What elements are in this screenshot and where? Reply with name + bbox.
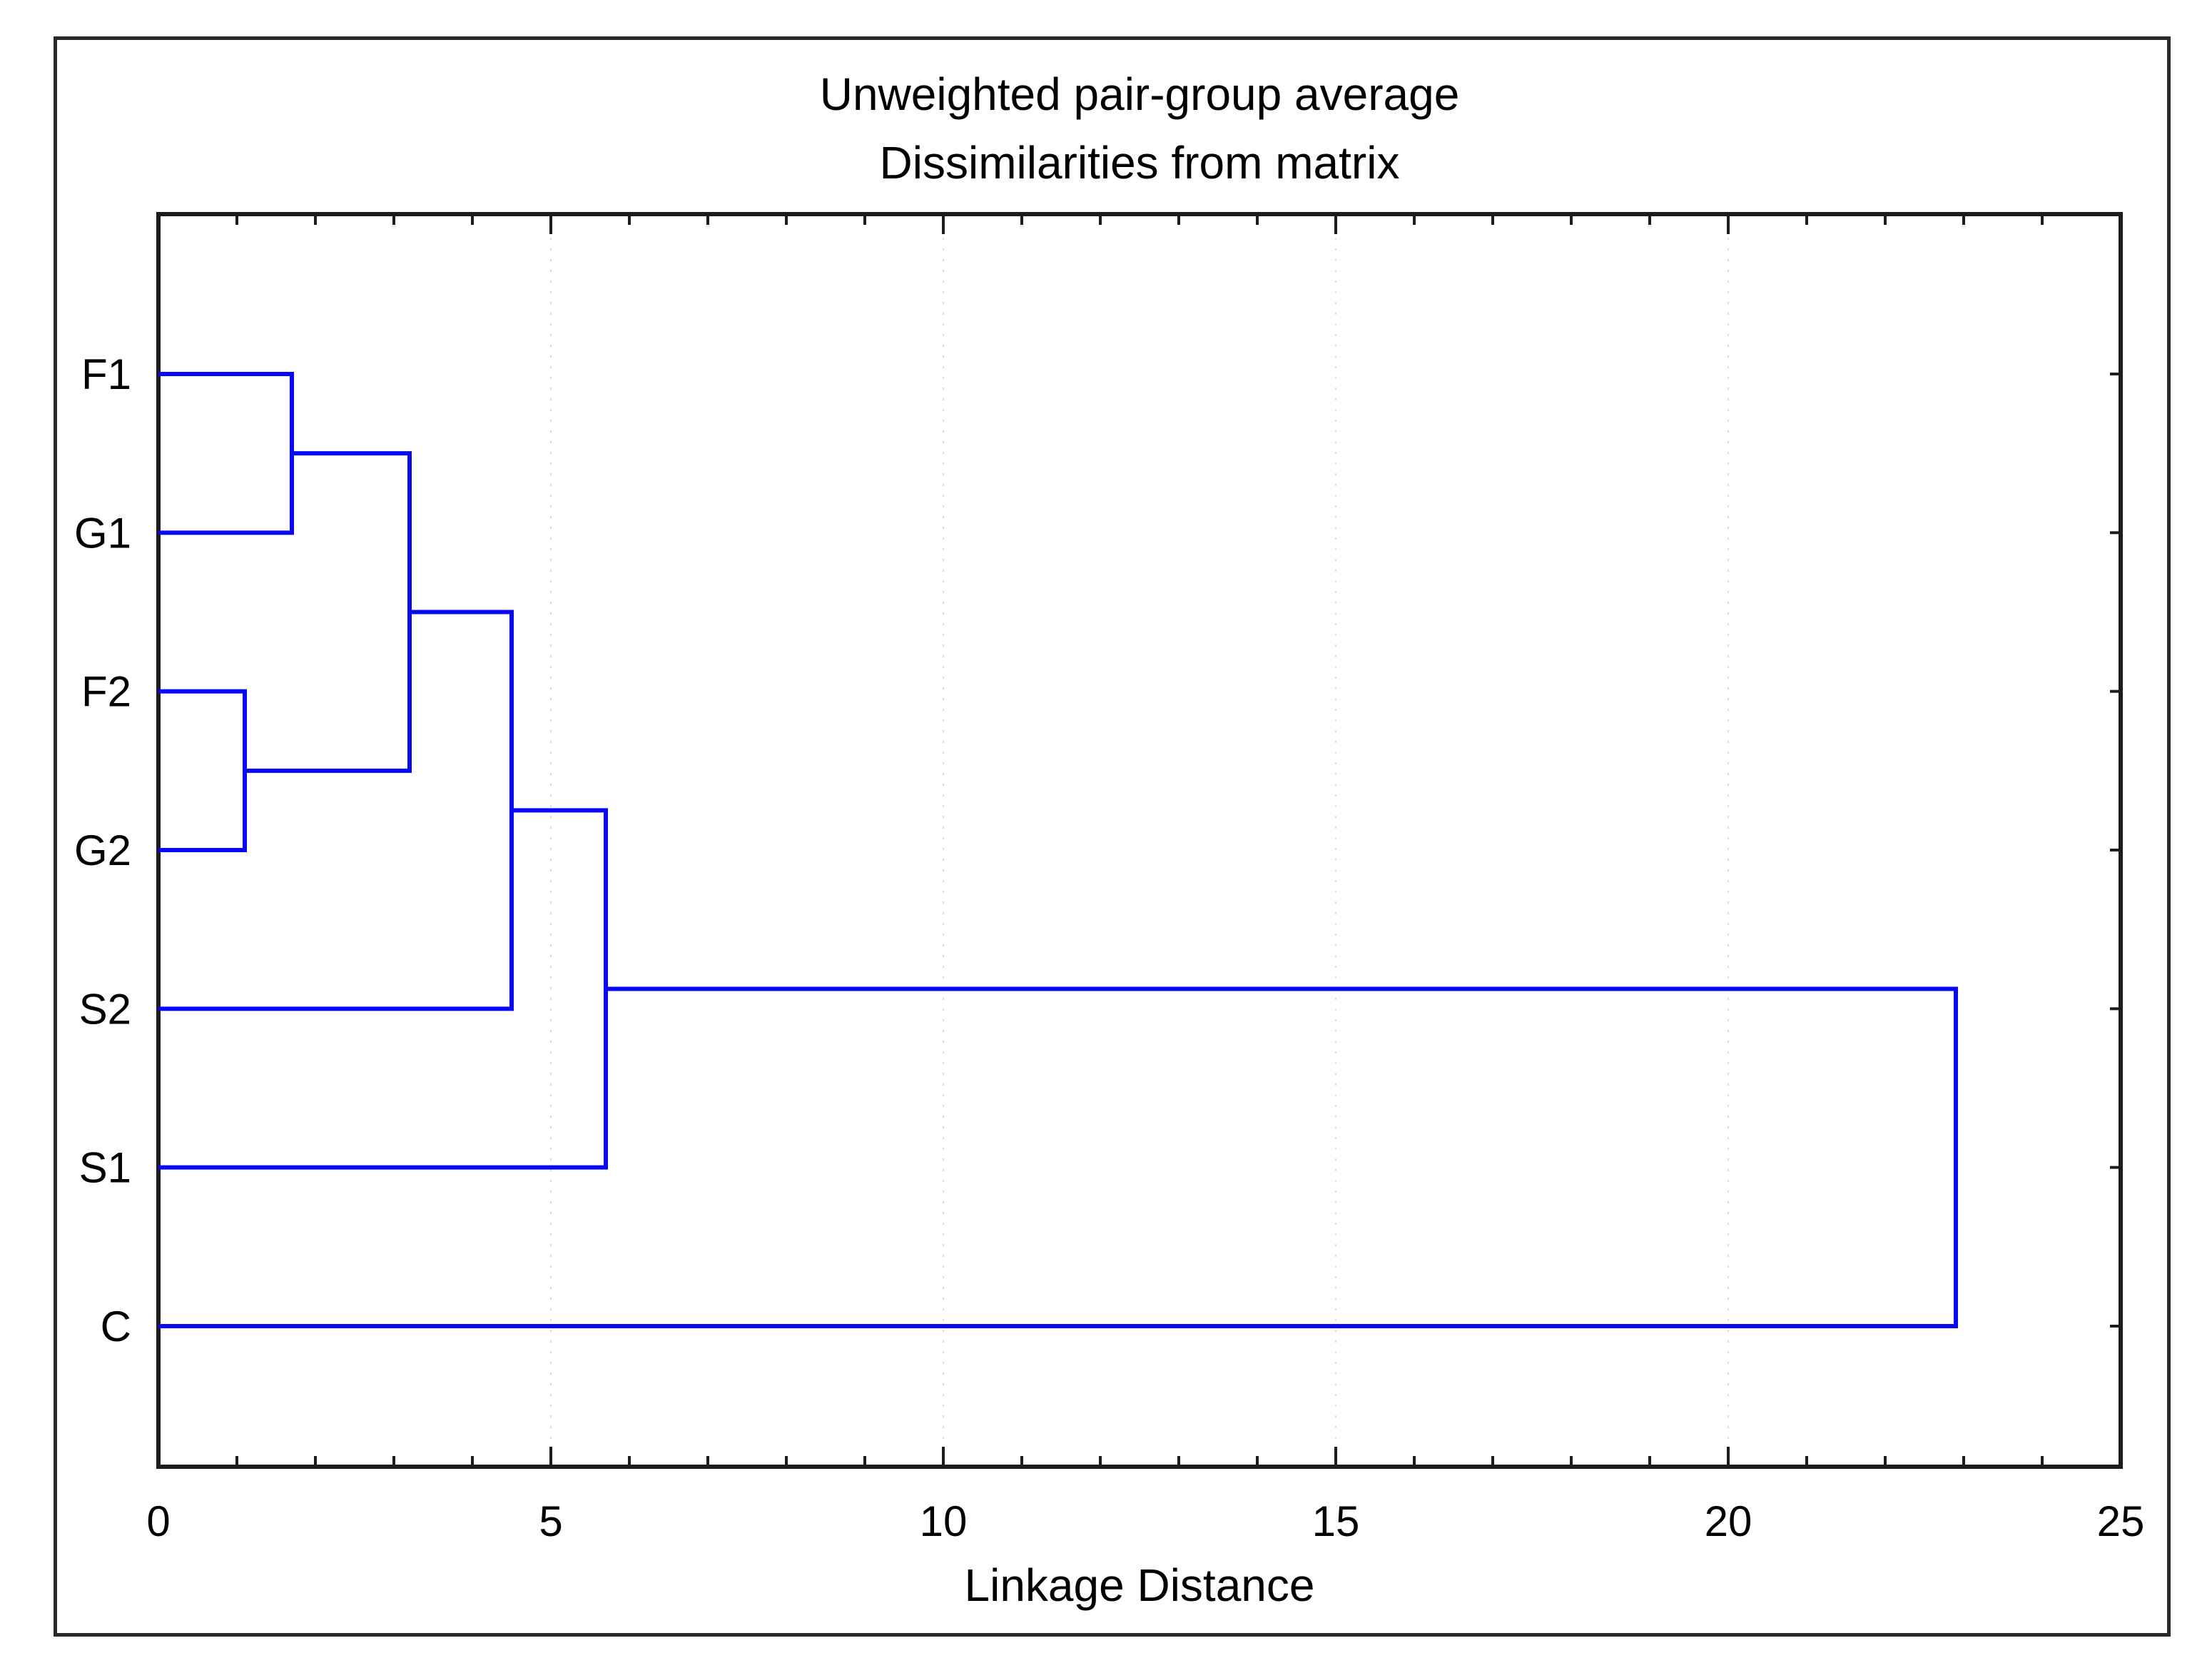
- leaf-label: F2: [81, 668, 131, 716]
- dendrogram-link: [158, 689, 247, 852]
- x-tick-label: 0: [146, 1497, 170, 1545]
- x-axis-label: Linkage Distance: [964, 1560, 1315, 1611]
- figure-frame: [54, 36, 2171, 1637]
- x-tick-label: 10: [920, 1497, 968, 1545]
- x-tick-label: 25: [2097, 1497, 2145, 1545]
- plot-border: [156, 212, 2123, 1469]
- dendrogram-link: [158, 986, 1958, 1328]
- leaf-label: F1: [81, 350, 131, 398]
- chart-title-line2: Dissimilarities from matrix: [879, 137, 1400, 188]
- x-tick-label: 20: [1705, 1497, 1752, 1545]
- leaf-label: G2: [74, 827, 131, 874]
- chart-title: Unweighted pair-group average Dissimilar…: [158, 60, 2121, 197]
- chart-title-line1: Unweighted pair-group average: [819, 69, 1460, 120]
- dendrogram-link: [245, 451, 412, 773]
- dendrogram-link: [158, 610, 514, 1011]
- leaf-label: C: [101, 1303, 131, 1350]
- x-tick-label: 5: [539, 1497, 562, 1545]
- leaf-label: S2: [79, 985, 131, 1033]
- dendrogram-link: [158, 372, 294, 535]
- leaf-label: G1: [74, 509, 131, 557]
- dendrogram-link: [158, 808, 608, 1170]
- leaf-label: S1: [79, 1144, 131, 1192]
- x-tick-label: 15: [1312, 1497, 1360, 1545]
